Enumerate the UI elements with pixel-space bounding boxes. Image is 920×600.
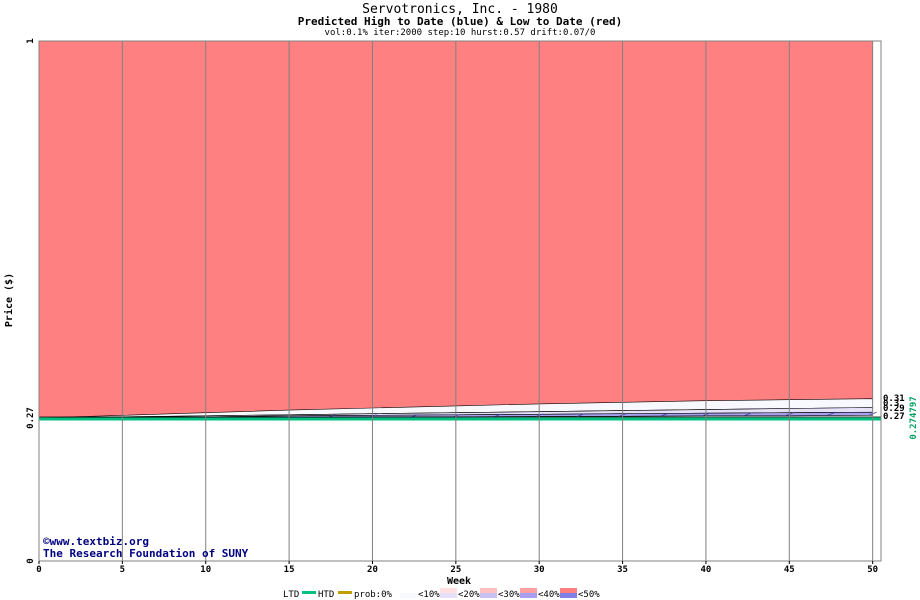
legend-bin-label: <40%: [538, 590, 560, 600]
legend-bin-swatch-red: [400, 588, 417, 593]
y-tick-label: 1: [26, 38, 36, 43]
band-marker: [660, 412, 669, 417]
right-value-label: 0.29: [883, 404, 905, 414]
legend-bin-swatch-red: [560, 588, 577, 593]
plot-area: [38, 41, 881, 561]
legend-bin-swatch-red: [440, 588, 457, 593]
legend-bin-label: <50%: [578, 590, 600, 600]
credit-line-2: The Research Foundation of SUNY: [43, 547, 249, 560]
legend-bin-label: <30%: [498, 590, 520, 600]
legend-htd-label: HTD: [318, 590, 334, 600]
right-value-label: 0.31: [883, 394, 905, 404]
current-price-label: 0.274797: [909, 396, 919, 439]
x-tick-label: 5: [120, 565, 125, 575]
y-tick-label: 0: [26, 558, 36, 563]
legend-bin-swatch-blue: [560, 593, 577, 598]
right-value-label: 0.3: [883, 399, 899, 409]
y-axis-title: Price ($): [3, 273, 15, 327]
credit-line-1: ©www.textbiz.org: [43, 535, 149, 548]
x-tick-label: 35: [617, 565, 628, 575]
legend-bin-swatch-blue: [400, 593, 417, 598]
legend-bin-swatch-blue: [480, 593, 497, 598]
legend-bin-swatch-blue: [520, 593, 537, 598]
legend-prob-label: prob:0%: [354, 590, 393, 600]
x-tick-label: 20: [367, 565, 378, 575]
band-marker: [493, 413, 502, 418]
x-tick-label: 50: [867, 565, 878, 575]
x-tick-label: 15: [284, 565, 295, 575]
legend-bin-swatch-red: [520, 588, 537, 593]
band-marker: [743, 412, 752, 417]
y-tick-label: 0.27: [26, 407, 36, 429]
plot-frame: [38, 40, 882, 562]
axes: 0 5 10 15 20 25 30 35 40 45 5000.2710.310.30.290.2…: [26, 38, 905, 575]
x-tick-label: 40: [701, 565, 712, 575]
legend-ltd-label: LTD: [283, 590, 299, 600]
x-axis-title: Week: [447, 576, 471, 587]
legend-bin-swatch-red: [480, 588, 497, 593]
chart-subtitle: Predicted High to Date (blue) & Low to D…: [297, 15, 623, 28]
x-tick-label: 10: [200, 565, 211, 575]
chart-params: vol:0.1% iter:2000 step:10 hurst:0.57 dr…: [324, 28, 596, 38]
legend-htd-swatch: [338, 591, 352, 594]
x-tick-label: 0: [36, 565, 41, 575]
band-marker: [576, 413, 586, 418]
x-tick-label: 45: [784, 565, 795, 575]
legend: LTD HTD prob:0% <10% <20% <30% <40% <50%: [283, 588, 600, 600]
legend-ltd-swatch: [302, 591, 316, 594]
legend-bin-label: <20%: [458, 590, 480, 600]
legend-bin-swatch-blue: [440, 593, 457, 598]
chart-title: Servotronics, Inc. - 1980: [362, 2, 558, 17]
legend-bin-label: <10%: [418, 590, 440, 600]
right-value-label: 0.27: [883, 412, 905, 422]
x-tick-label: 25: [450, 565, 461, 575]
x-tick-label: 30: [534, 565, 545, 575]
band-marker: [826, 412, 836, 416]
